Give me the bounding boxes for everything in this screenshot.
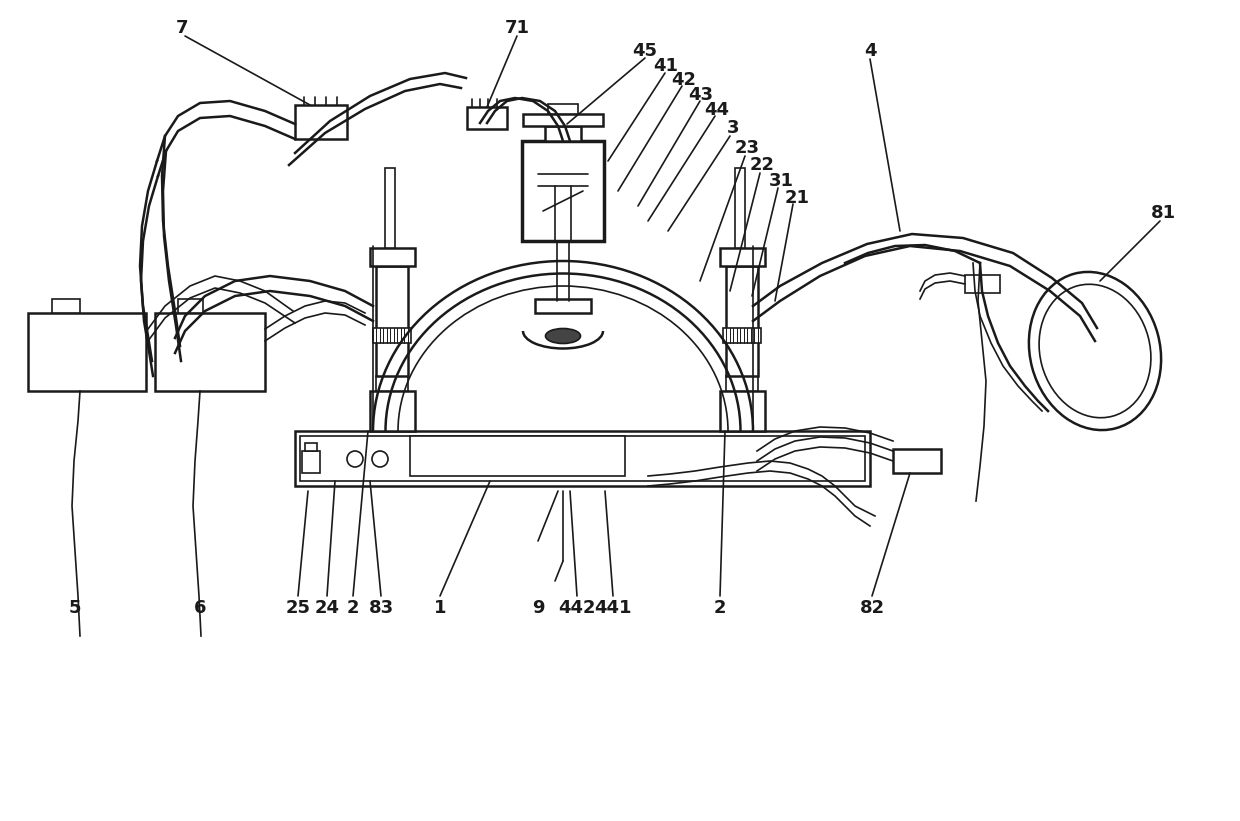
Bar bbox=[720, 391, 765, 431]
Ellipse shape bbox=[546, 328, 580, 343]
Bar bbox=[725, 266, 758, 376]
Bar bbox=[376, 376, 408, 391]
Bar bbox=[548, 104, 578, 114]
Bar bbox=[300, 436, 866, 481]
Text: 31: 31 bbox=[769, 172, 794, 190]
Text: 4: 4 bbox=[864, 42, 877, 60]
Text: 2: 2 bbox=[347, 599, 360, 617]
Bar bbox=[410, 436, 625, 476]
Text: 2: 2 bbox=[714, 599, 727, 617]
Bar bbox=[155, 313, 265, 391]
Bar bbox=[523, 114, 603, 126]
Bar bbox=[965, 275, 999, 293]
Text: 45: 45 bbox=[632, 42, 657, 60]
Bar bbox=[720, 248, 765, 266]
Text: 43: 43 bbox=[688, 86, 713, 104]
Text: 42: 42 bbox=[672, 71, 697, 89]
Text: 82: 82 bbox=[859, 599, 884, 617]
Text: 41: 41 bbox=[653, 57, 678, 75]
Text: 1: 1 bbox=[434, 599, 446, 617]
Bar bbox=[467, 107, 507, 129]
Text: 71: 71 bbox=[505, 19, 529, 37]
Bar bbox=[725, 376, 758, 391]
Bar bbox=[29, 313, 146, 391]
Bar bbox=[376, 266, 408, 376]
Text: 24: 24 bbox=[315, 599, 340, 617]
Bar bbox=[546, 126, 582, 141]
Bar bbox=[52, 299, 81, 313]
Bar bbox=[384, 168, 396, 248]
Text: 44: 44 bbox=[704, 101, 729, 119]
Text: 441: 441 bbox=[594, 599, 631, 617]
Bar bbox=[735, 168, 745, 248]
Text: 5: 5 bbox=[68, 599, 82, 617]
Bar bbox=[295, 105, 347, 139]
Text: 81: 81 bbox=[1151, 204, 1176, 222]
Text: 22: 22 bbox=[749, 156, 775, 174]
Bar bbox=[370, 391, 415, 431]
Text: 25: 25 bbox=[285, 599, 310, 617]
Text: 442: 442 bbox=[558, 599, 595, 617]
Bar bbox=[295, 431, 870, 486]
Text: 23: 23 bbox=[734, 139, 759, 157]
Bar bbox=[522, 141, 604, 241]
Bar bbox=[305, 443, 317, 451]
Bar bbox=[303, 451, 320, 473]
Bar bbox=[893, 449, 941, 473]
Text: 83: 83 bbox=[368, 599, 393, 617]
Text: 3: 3 bbox=[727, 119, 739, 137]
Text: 21: 21 bbox=[785, 189, 810, 207]
Bar bbox=[534, 299, 591, 313]
Bar bbox=[179, 299, 203, 313]
Text: 9: 9 bbox=[532, 599, 544, 617]
Bar bbox=[723, 328, 761, 343]
Bar bbox=[370, 248, 415, 266]
Text: 6: 6 bbox=[193, 599, 206, 617]
Bar bbox=[373, 328, 410, 343]
Text: 7: 7 bbox=[176, 19, 188, 37]
